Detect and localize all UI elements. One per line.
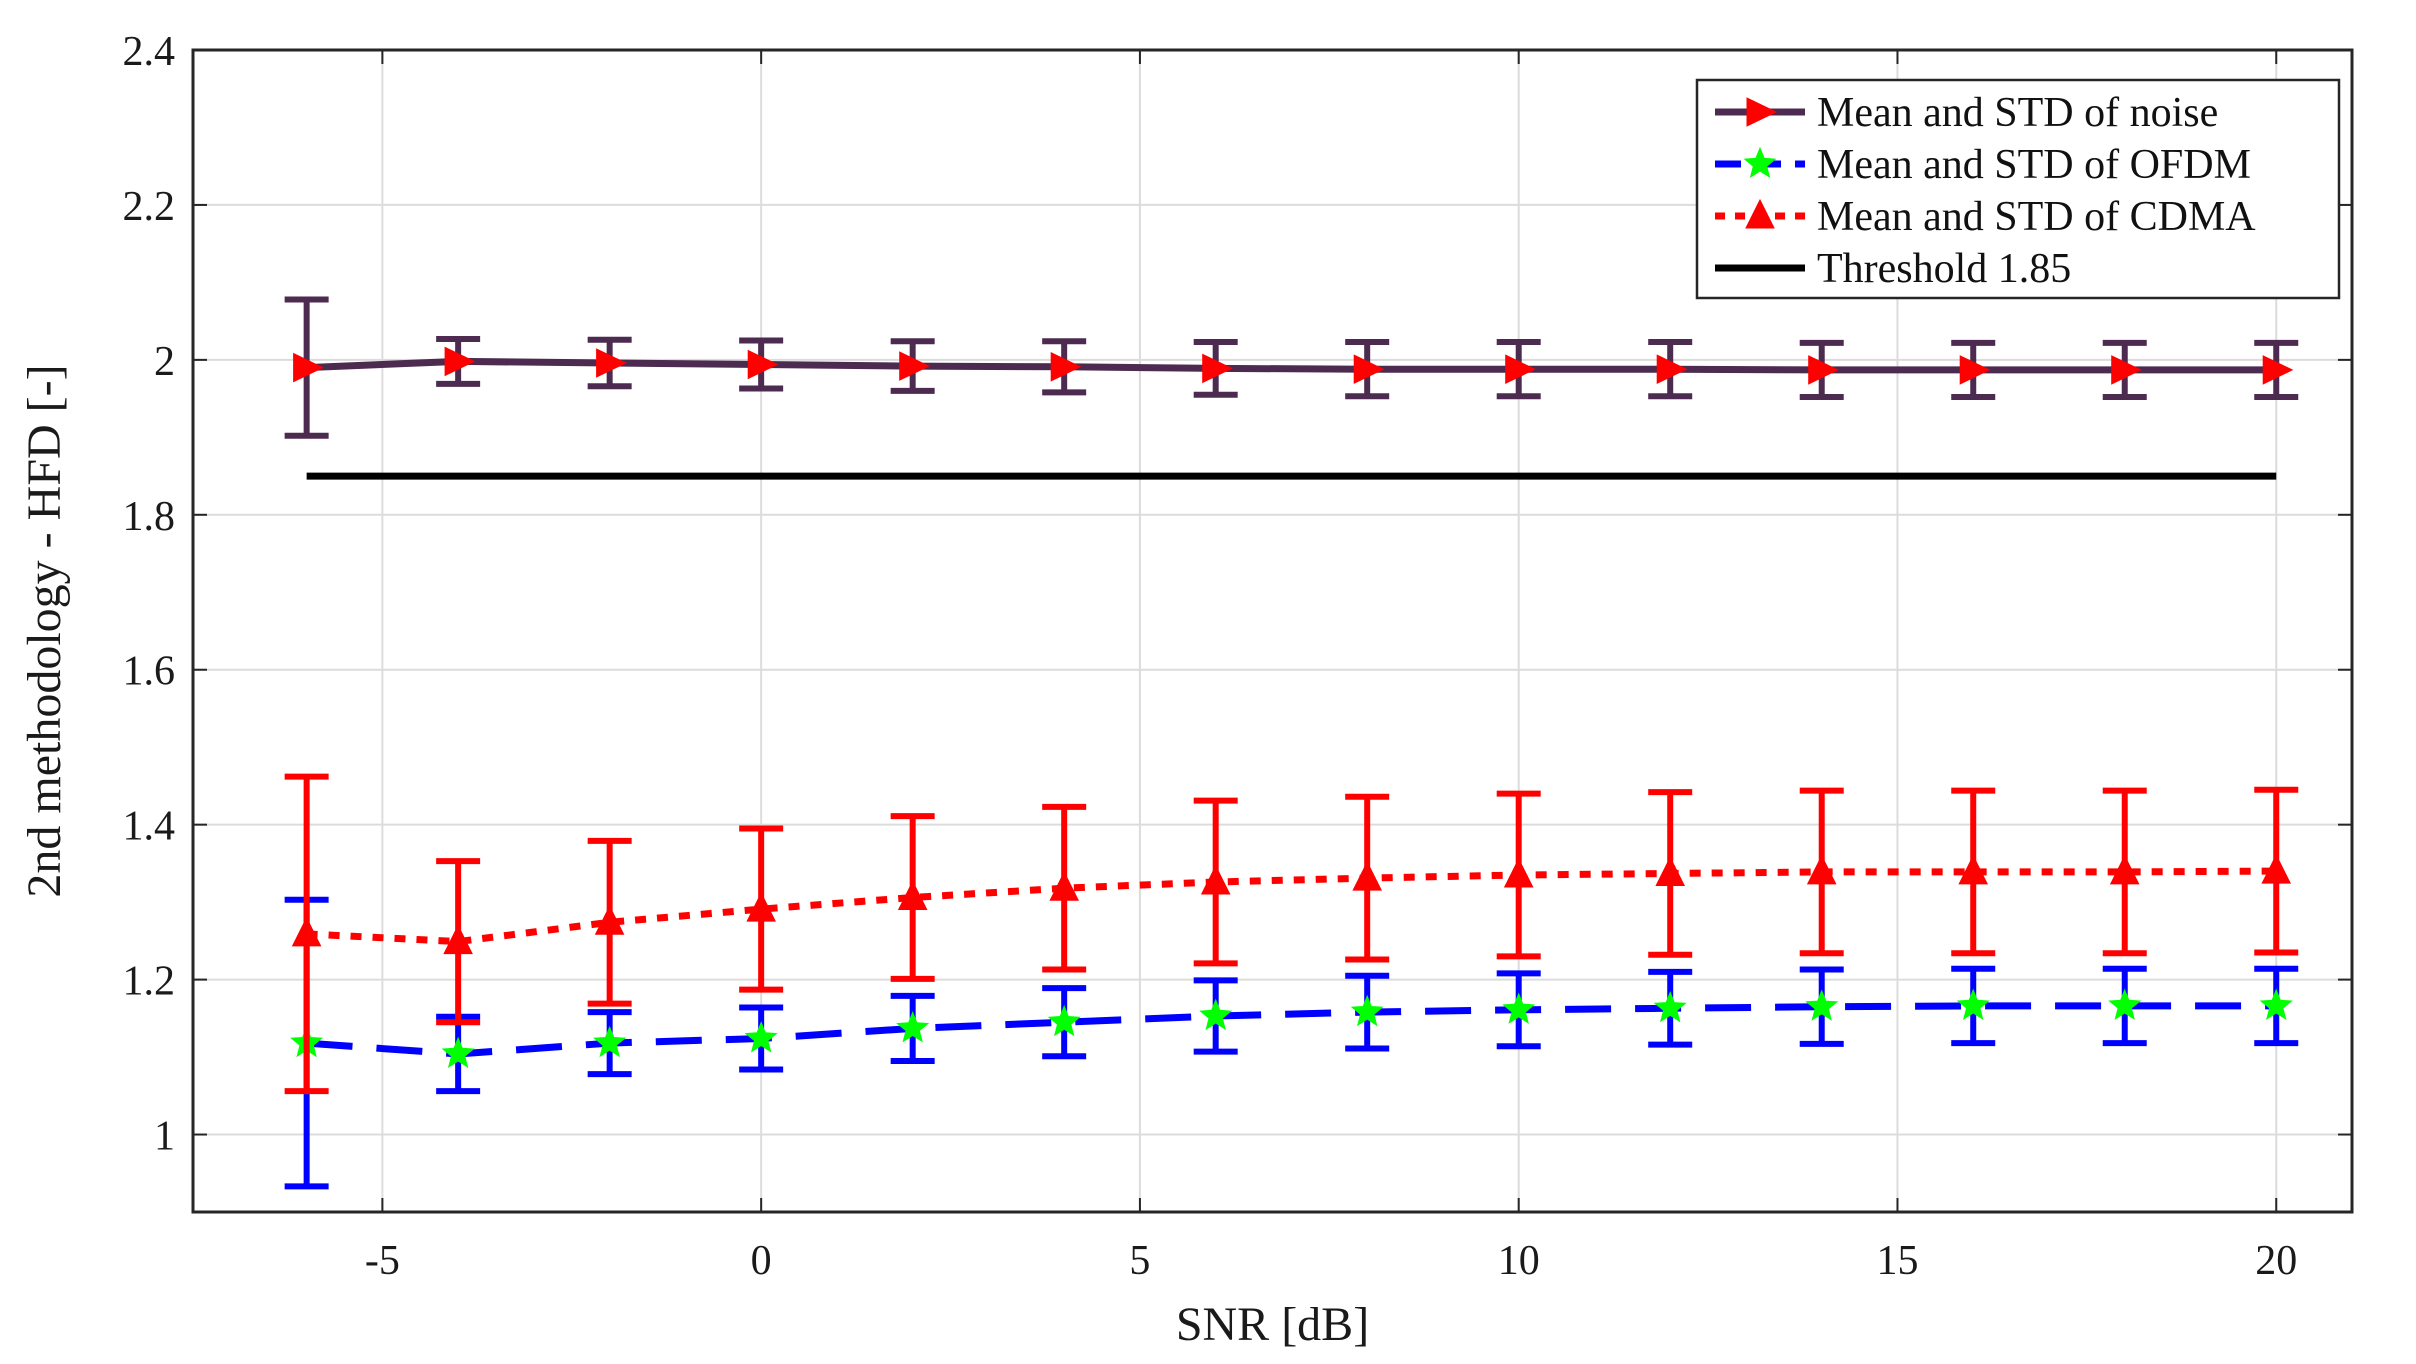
x-tick-label: 0 — [751, 1238, 772, 1284]
triangleup-marker — [1049, 871, 1080, 901]
series-1 — [284, 896, 2299, 1190]
triangleup-marker — [594, 905, 625, 935]
star-marker — [2108, 988, 2142, 1021]
triangleright-marker — [2111, 355, 2142, 385]
y-tick-label: 1.2 — [123, 959, 176, 1005]
triangleup-marker — [1958, 854, 1989, 885]
star-marker — [2259, 988, 2293, 1021]
legend-item: Mean and STD of CDMA — [1715, 194, 2256, 240]
triangleup-marker — [1745, 198, 1775, 229]
star-marker — [1199, 998, 1233, 1031]
x-axis-title: SNR [dB] — [1176, 1298, 1369, 1351]
star-marker — [593, 1025, 627, 1058]
legend-item: Mean and STD of OFDM — [1715, 142, 2251, 188]
x-tick-label: 5 — [1129, 1238, 1150, 1284]
x-tick-label: 10 — [1498, 1238, 1540, 1284]
triangleright-marker — [1656, 354, 1688, 384]
star-marker — [1653, 990, 1687, 1023]
series-layer — [284, 296, 2299, 1190]
triangleup-marker — [1806, 854, 1837, 885]
triangleright-marker — [1808, 355, 1839, 385]
triangleup-marker — [746, 891, 777, 922]
series-2 — [284, 773, 2299, 1095]
y-tick-label: 2 — [154, 339, 175, 385]
y-tick-label: 1 — [154, 1114, 175, 1160]
star-marker — [1350, 994, 1384, 1027]
triangleup-marker — [1200, 864, 1231, 895]
star-marker — [1805, 989, 1839, 1021]
star-marker — [744, 1021, 778, 1053]
y-tick-label: 1.6 — [123, 649, 176, 695]
legend-label: Mean and STD of noise — [1817, 90, 2218, 136]
triangleright-marker — [899, 351, 930, 381]
series-line — [306, 357, 2277, 374]
legend: Mean and STD of noise Mean and STD of OFD… — [1695, 78, 2341, 300]
y-tick-label: 1.8 — [123, 494, 176, 540]
triangleright-marker — [1202, 353, 1233, 384]
y-tick-label: 1.4 — [123, 804, 176, 850]
star-marker — [1047, 1004, 1081, 1037]
triangleup-marker — [2261, 853, 2292, 884]
triangleup-marker — [2109, 854, 2140, 885]
triangleright-marker — [747, 349, 779, 380]
axes: -5 0 5 10 15 20 1 1.2 1.4 1.6 1.8 2 2.2 2.4 — [123, 29, 2352, 1284]
x-tick-label: -5 — [365, 1238, 400, 1284]
legend-label: Mean and STD of CDMA — [1817, 194, 2256, 240]
triangleright-marker — [1505, 354, 1536, 384]
legend-label: Threshold 1.85 — [1817, 246, 2071, 292]
x-tick-label: 20 — [2255, 1238, 2297, 1284]
triangleright-marker — [596, 348, 627, 378]
star-marker — [1743, 146, 1777, 178]
triangleright-marker — [2262, 355, 2294, 385]
triangleright-marker — [1353, 354, 1385, 384]
x-tick-label: 15 — [1876, 1238, 1918, 1284]
series-0 — [284, 296, 2299, 439]
legend-label: Mean and STD of OFDM — [1817, 142, 2251, 188]
y-tick-label: 2.4 — [123, 29, 176, 75]
y-axis-title: 2nd methodology - HFD [-] — [18, 364, 71, 897]
triangleright-marker — [1746, 97, 1778, 127]
star-marker — [441, 1036, 475, 1068]
y-tick-label: 2.2 — [123, 184, 176, 230]
triangleup-marker — [1503, 857, 1534, 888]
triangleup-marker — [1352, 860, 1383, 891]
series-line — [306, 1002, 2277, 1058]
legend-box — [1695, 78, 2341, 300]
legend-item: Mean and STD of noise — [1715, 90, 2218, 136]
plot-area — [191, 48, 2354, 1214]
triangleup-marker — [897, 880, 928, 910]
triangleup-marker — [291, 916, 322, 947]
legend-item: Threshold 1.85 — [1715, 246, 2071, 292]
triangleright-marker — [444, 346, 476, 377]
triangleright-marker — [1050, 352, 1082, 382]
triangleright-marker — [293, 352, 324, 383]
triangleup-marker — [1655, 856, 1686, 886]
star-marker — [1502, 992, 1536, 1024]
triangleright-marker — [1959, 355, 1991, 385]
star-marker — [896, 1011, 930, 1043]
triangleup-marker — [443, 924, 473, 955]
star-marker — [1956, 988, 1990, 1021]
